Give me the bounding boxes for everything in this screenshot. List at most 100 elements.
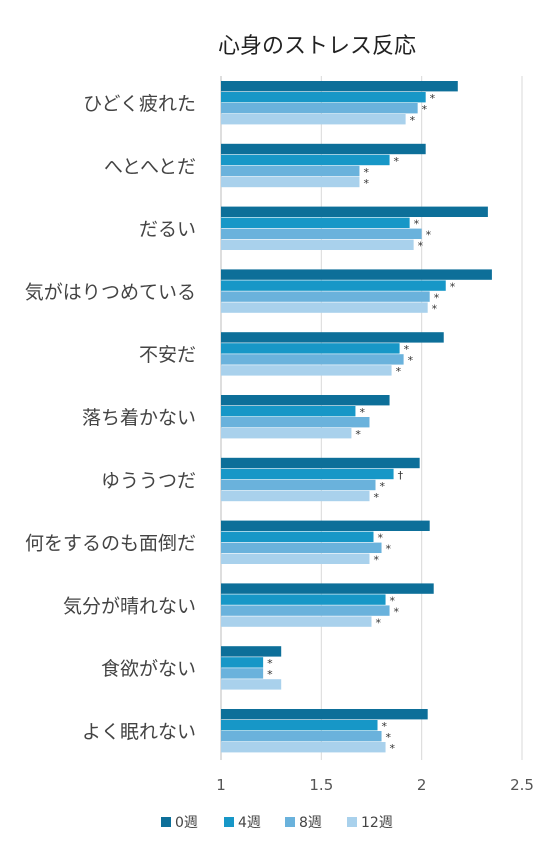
bar [221, 583, 434, 594]
bar [221, 217, 410, 228]
significance-mark: * [373, 491, 379, 504]
significance-mark: * [380, 480, 386, 493]
x-tick-label: 2.5 [510, 776, 534, 794]
bar [221, 92, 426, 103]
bar [221, 280, 446, 291]
bar-group: ** [221, 646, 282, 690]
bar [221, 395, 390, 406]
bar [221, 709, 428, 720]
bar [221, 428, 352, 439]
bar-group: *** [221, 709, 428, 755]
significance-mark: * [386, 731, 392, 744]
bar-group: *** [221, 520, 430, 567]
bar-groups: *****************†************* [221, 81, 492, 755]
bar [221, 616, 372, 627]
bar [221, 114, 406, 125]
category-label: 気がはりつめている [25, 281, 196, 303]
significance-mark: * [394, 605, 400, 618]
bar [221, 605, 390, 616]
bar [221, 365, 392, 376]
bar [221, 165, 360, 177]
legend-item: 12週 [347, 815, 393, 831]
bar [221, 468, 394, 480]
x-tick-label: 1.5 [309, 776, 333, 794]
category-label: だるい [139, 219, 196, 241]
bar [221, 542, 382, 553]
bar [221, 594, 386, 605]
legend-label: 8週 [299, 815, 322, 831]
legend-swatch [285, 817, 295, 827]
bar-group: *** [221, 81, 458, 127]
significance-mark: † [398, 469, 404, 482]
legend-swatch [224, 817, 234, 827]
bar [221, 479, 376, 491]
bar-group: *** [221, 583, 434, 629]
bar [221, 332, 444, 343]
significance-mark: * [404, 343, 410, 356]
category-label: 落ち着かない [82, 407, 196, 429]
bar [221, 103, 418, 114]
significance-mark: * [267, 668, 273, 681]
bar [221, 343, 400, 354]
category-label: 何をするのも面倒だ [25, 533, 196, 555]
significance-mark: * [434, 291, 440, 304]
bar-group: ** [221, 395, 390, 441]
significance-mark: * [396, 365, 402, 378]
significance-mark: * [418, 240, 424, 253]
category-labels: ひどく疲れたへとへとだだるい気がはりつめている不安だ落ち着かないゆううつだ何をす… [25, 93, 196, 743]
bar [221, 731, 382, 742]
bar [221, 176, 360, 188]
bar [221, 302, 428, 313]
legend-item: 4週 [224, 815, 261, 831]
significance-mark: * [422, 103, 428, 116]
bar [221, 457, 420, 469]
legend-label: 4週 [238, 815, 261, 831]
bar [221, 720, 378, 731]
bar [221, 206, 488, 217]
significance-mark: * [408, 354, 414, 367]
legend-swatch [161, 817, 171, 827]
category-label: よく眠れない [82, 721, 196, 743]
legend: 0週 4週 8週 12週 [161, 815, 393, 831]
x-tick-label: 2 [417, 776, 427, 794]
bar-group: *** [221, 269, 492, 315]
chart-title: 心身のストレス反応 [218, 34, 416, 59]
x-tick-label: 1 [216, 776, 226, 794]
significance-mark: * [386, 543, 392, 556]
bar-group: † ** [221, 457, 420, 504]
bar [221, 520, 430, 531]
significance-mark: * [394, 155, 400, 168]
bar [221, 531, 374, 542]
bar [221, 154, 390, 166]
significance-mark: * [359, 406, 365, 419]
bar [221, 553, 370, 564]
category-label: へとへとだ [104, 156, 196, 178]
bar [221, 490, 370, 502]
significance-mark: * [430, 92, 436, 105]
bar [221, 81, 458, 92]
bar [221, 143, 426, 155]
bar [221, 646, 282, 657]
significance-mark: * [267, 657, 273, 670]
bar-group: *** [221, 143, 426, 190]
legend-item: 8週 [285, 815, 322, 831]
bar [221, 406, 356, 417]
bar [221, 354, 404, 365]
significance-mark: * [376, 616, 382, 629]
category-label: ひどく疲れた [83, 93, 196, 115]
bar-group: *** [221, 332, 444, 378]
significance-mark: * [450, 280, 456, 293]
significance-mark: * [410, 114, 416, 127]
category-label: ゆううつだ [101, 470, 196, 492]
category-label: 気分が晴れない [63, 595, 196, 617]
significance-mark: * [414, 218, 420, 231]
significance-mark: * [373, 554, 379, 567]
significance-mark: * [390, 742, 396, 755]
bar [221, 742, 386, 753]
legend-label: 12週 [361, 815, 393, 831]
significance-mark: * [432, 302, 438, 315]
significance-mark: * [363, 177, 369, 190]
x-axis-ticks: 1 1.5 2 2.5 [216, 776, 534, 794]
significance-mark: * [382, 720, 388, 733]
